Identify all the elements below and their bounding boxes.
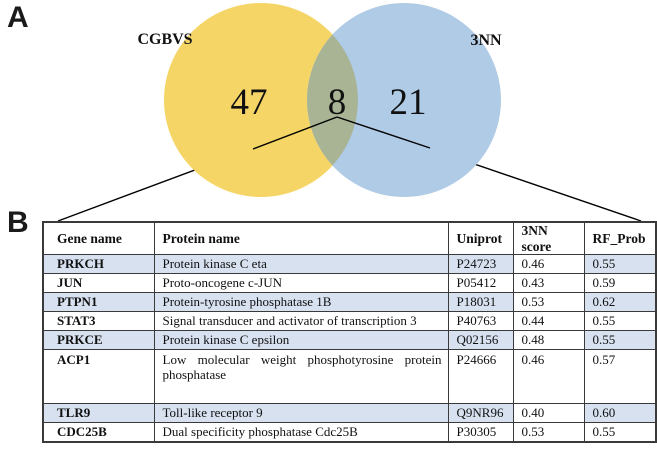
column-header-gene-name: Gene name xyxy=(42,221,155,256)
connector-line-right-overlay xyxy=(336,116,431,149)
rf-prob-cell: 0.59 xyxy=(583,273,657,294)
uniprot-cell: P24666 xyxy=(447,349,514,405)
connector-line-left-overlay xyxy=(252,116,338,150)
table-row-tlr9: TLR9 Toll-like receptor 9 Q9NR96 0.40 0.… xyxy=(42,403,657,424)
gene-name-cell: PRKCE xyxy=(42,330,155,351)
table-row-cdc25b: CDC25B Dual specificity phosphatase Cdc2… xyxy=(42,422,657,443)
venn-circle-cgbvs xyxy=(164,3,358,197)
gene-name-cell: STAT3 xyxy=(42,311,155,332)
nn-score-cell: 0.43 xyxy=(512,273,585,294)
table-row-stat3: STAT3 Signal transducer and activator of… xyxy=(42,311,657,332)
gene-name-cell: CDC25B xyxy=(42,422,155,443)
panel-b-label: B xyxy=(7,206,29,239)
uniprot-cell: P05412 xyxy=(447,273,514,294)
uniprot-cell: Q9NR96 xyxy=(447,403,514,424)
gene-results-table: Gene name Protein name Uniprot 3NN score… xyxy=(42,221,657,444)
venn-circle-3nn xyxy=(307,3,501,197)
column-header-uniprot: Uniprot xyxy=(447,221,514,256)
rf-prob-cell: 0.55 xyxy=(583,311,657,332)
table-row-prkce: PRKCE Protein kinase C epsilon Q02156 0.… xyxy=(42,330,657,351)
rf-prob-cell: 0.55 xyxy=(583,254,657,275)
protein-name-cell: Signal transducer and activator of trans… xyxy=(153,311,449,332)
venn-overlap-region xyxy=(307,34,358,166)
venn-left-set-label: CGBVS xyxy=(137,31,192,48)
rf-prob-cell: 0.60 xyxy=(583,403,657,424)
gene-name-cell: ACP1 xyxy=(42,349,155,405)
venn-right-set-label: 3NN xyxy=(470,32,502,49)
protein-name-cell: Toll-like receptor 9 xyxy=(153,403,449,424)
column-header-protein-name: Protein name xyxy=(153,221,449,256)
table-row-ptpn1: PTPN1 Protein-tyrosine phosphatase 1B P1… xyxy=(42,292,657,313)
nn-score-cell: 0.46 xyxy=(512,254,585,275)
protein-name-cell: Protein kinase C eta xyxy=(153,254,449,275)
nn-score-cell: 0.53 xyxy=(512,422,585,443)
column-header-rf-prob: RF_Prob xyxy=(583,221,657,256)
table-row-prkch: PRKCH Protein kinase C eta P24723 0.46 0… xyxy=(42,254,657,275)
protein-name-cell: Dual specificity phosphatase Cdc25B xyxy=(153,422,449,443)
panel-a-label: A xyxy=(7,1,29,34)
venn-left-count: 47 xyxy=(231,82,268,123)
nn-score-cell: 0.44 xyxy=(512,311,585,332)
uniprot-cell: Q02156 xyxy=(447,330,514,351)
gene-name-cell: TLR9 xyxy=(42,403,155,424)
uniprot-cell: P30305 xyxy=(447,422,514,443)
protein-name-cell: Protein kinase C epsilon xyxy=(153,330,449,351)
rf-prob-cell: 0.55 xyxy=(583,330,657,351)
rf-prob-cell: 0.55 xyxy=(583,422,657,443)
uniprot-cell: P24723 xyxy=(447,254,514,275)
protein-name-cell: Low molecular weight phosphotyrosine pro… xyxy=(153,349,449,405)
table-row-acp1: ACP1 Low molecular weight phosphotyrosin… xyxy=(42,349,657,405)
table-row-jun: JUN Proto-oncogene c-JUN P05412 0.43 0.5… xyxy=(42,273,657,294)
gene-name-cell: PRKCH xyxy=(42,254,155,275)
gene-name-cell: JUN xyxy=(42,273,155,294)
rf-prob-cell: 0.62 xyxy=(583,292,657,313)
column-header-3nn-score: 3NN score xyxy=(512,221,585,256)
protein-name-cell: Proto-oncogene c-JUN xyxy=(153,273,449,294)
uniprot-cell: P40763 xyxy=(447,311,514,332)
gene-name-cell: PTPN1 xyxy=(42,292,155,313)
table-header-row: Gene name Protein name Uniprot 3NN score… xyxy=(42,221,657,256)
uniprot-cell: P18031 xyxy=(447,292,514,313)
nn-score-cell: 0.48 xyxy=(512,330,585,351)
protein-name-cell: Protein-tyrosine phosphatase 1B xyxy=(153,292,449,313)
nn-score-cell: 0.40 xyxy=(512,403,585,424)
rf-prob-cell: 0.57 xyxy=(583,349,657,405)
nn-score-cell: 0.46 xyxy=(512,349,585,405)
nn-score-cell: 0.53 xyxy=(512,292,585,313)
venn-right-count: 21 xyxy=(390,82,427,123)
venn-overlap-count: 8 xyxy=(328,82,347,123)
